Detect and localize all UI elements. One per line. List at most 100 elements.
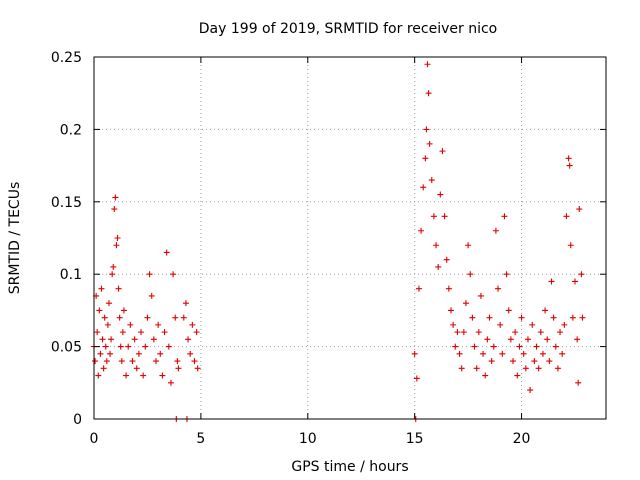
data-point (527, 387, 534, 394)
plot-frame (93, 56, 607, 420)
x-axis-label: GPS time / hours (291, 459, 408, 475)
data-point (563, 213, 570, 220)
data-point (448, 307, 455, 314)
data-point (574, 336, 581, 343)
data-point (522, 365, 529, 372)
x-tick-label: 5 (196, 431, 205, 447)
axis-ticks: 0 5 10 15 20 0 0.05 0.1 0.15 0.2 0.25 (51, 50, 606, 447)
data-point (503, 271, 510, 278)
data-point (98, 285, 105, 292)
data-point (565, 155, 572, 162)
data-point (193, 329, 200, 336)
data-point (100, 365, 107, 372)
data-point (110, 263, 117, 270)
data-point (575, 379, 582, 386)
data-point (131, 336, 138, 343)
data-point (426, 140, 433, 147)
data-point (497, 321, 504, 328)
data-point (475, 329, 482, 336)
data-point (120, 307, 127, 314)
y-tick-label: 0.15 (51, 195, 82, 211)
data-point (194, 365, 201, 372)
data-point (189, 321, 196, 328)
y-axis-label: SRMTID / TECUs (7, 182, 23, 295)
data-point (105, 300, 112, 307)
data-point (185, 336, 192, 343)
data-point (529, 321, 536, 328)
data-point (144, 314, 151, 321)
y-tick-label: 0.25 (51, 50, 82, 66)
data-point (499, 350, 506, 357)
data-point (146, 271, 153, 278)
data-point (437, 191, 444, 198)
data-point (109, 271, 116, 278)
data-point (567, 242, 574, 249)
data-point (486, 314, 493, 321)
data-point (454, 329, 461, 336)
data-point (471, 343, 478, 350)
data-point (420, 184, 427, 191)
data-point (112, 194, 119, 201)
data-point (462, 300, 469, 307)
data-point (473, 365, 480, 372)
data-point (516, 343, 523, 350)
x-tick-label: 15 (406, 431, 424, 447)
data-point (118, 358, 125, 365)
data-point (510, 358, 517, 365)
data-point (535, 365, 542, 372)
y-tick-label: 0.1 (60, 267, 82, 283)
data-point (111, 206, 118, 213)
data-point (422, 155, 429, 162)
data-point (135, 350, 142, 357)
data-point (415, 285, 422, 292)
data-point (554, 365, 561, 372)
data-point (97, 350, 104, 357)
data-point (159, 372, 166, 379)
data-point (569, 314, 576, 321)
data-point (495, 285, 502, 292)
data-point (542, 307, 549, 314)
data-point (174, 358, 181, 365)
data-point (92, 358, 99, 365)
data-point (460, 329, 467, 336)
data-point (116, 314, 123, 321)
data-point (469, 314, 476, 321)
data-point (439, 148, 446, 155)
data-point (450, 321, 457, 328)
data-point (172, 314, 179, 321)
data-point (425, 90, 432, 97)
data-point (465, 242, 472, 249)
data-point (520, 350, 527, 357)
data-point (514, 372, 521, 379)
data-point (102, 343, 109, 350)
data-point (167, 379, 174, 386)
data-point (182, 300, 189, 307)
data-point (103, 358, 110, 365)
data-point (512, 329, 519, 336)
data-point (418, 227, 425, 234)
data-point (572, 278, 579, 285)
data-point (96, 307, 103, 314)
data-point (482, 372, 489, 379)
data-point (175, 365, 182, 372)
data-point (458, 365, 465, 372)
data-point (456, 350, 463, 357)
data-point (566, 162, 573, 169)
data-point (501, 213, 508, 220)
data-point (430, 213, 437, 220)
chart-title: Day 199 of 2019, SRMTID for receiver nic… (199, 21, 497, 37)
data-point (492, 227, 499, 234)
data-point (441, 213, 448, 220)
data-point (576, 206, 583, 213)
data-point (423, 126, 430, 133)
data-point (533, 343, 540, 350)
data-point (531, 358, 538, 365)
y-tick-label: 0.05 (51, 340, 82, 356)
data-point (428, 177, 435, 184)
data-point (578, 271, 585, 278)
data-point (104, 321, 111, 328)
data-points (91, 61, 586, 422)
data-point (552, 343, 559, 350)
data-point (163, 249, 170, 256)
data-point (579, 314, 586, 321)
